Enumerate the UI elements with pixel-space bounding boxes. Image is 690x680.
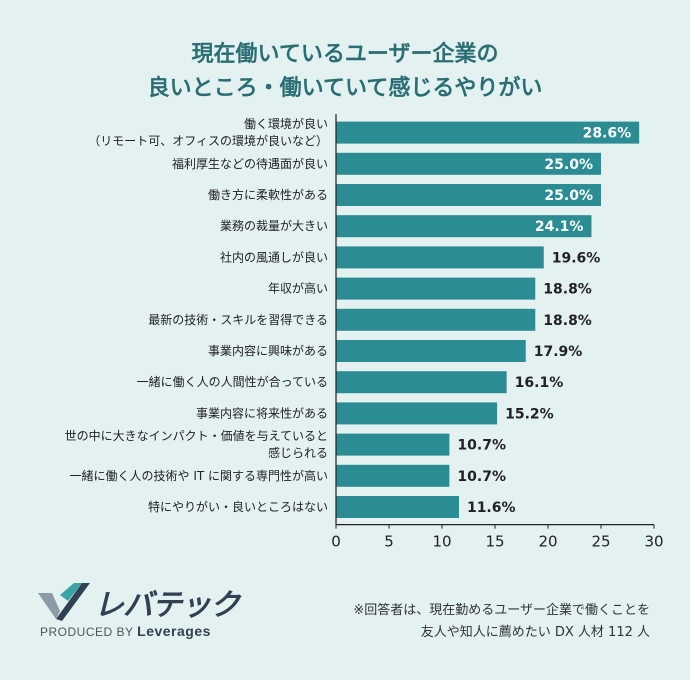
bar-10	[336, 402, 498, 425]
bar-5	[336, 246, 544, 269]
category-label-11-line-1: 世の中に大きなインパクト・価値を与えていると	[65, 428, 328, 443]
x-tick-label-5: 20	[538, 533, 557, 551]
category-label-1-line-2: （リモート可、オフィスの環境が良いなど）	[88, 133, 328, 148]
bar-9	[336, 371, 507, 394]
value-label-4: 24.1%	[535, 219, 584, 235]
value-label-1: 28.6%	[583, 126, 632, 142]
value-label-9: 16.1%	[515, 375, 564, 391]
bar-4	[336, 215, 592, 238]
x-tick-label-7: 30	[644, 533, 663, 551]
x-tick-label-3: 10	[432, 533, 451, 551]
produced-by-label: PRODUCED BY	[40, 625, 134, 639]
category-label-1-line-1: 働く環境が良い	[244, 116, 328, 131]
bar-13	[336, 496, 459, 518]
bar-7	[336, 308, 536, 331]
category-label-10: 事業内容に将来性がある	[196, 405, 328, 420]
x-tick-label-1: 0	[331, 533, 341, 551]
bar-12	[336, 464, 450, 487]
title-line-1: 現在働いているユーザー企業の	[191, 42, 499, 67]
x-tick-label-6: 25	[591, 533, 610, 551]
bar-1	[336, 121, 640, 144]
category-label-5: 社内の風通しが良い	[220, 249, 328, 264]
note-line-2: 友人や知人に薦めたい DX 人材 112 人	[420, 625, 650, 640]
category-label-11-line-2: 感じられる	[268, 445, 328, 460]
value-label-6: 18.8%	[543, 282, 592, 298]
x-tick-label-2: 5	[384, 533, 394, 551]
category-label-2: 福利厚生などの待遇面が良い	[172, 156, 328, 171]
x-tick-label-4: 15	[485, 533, 504, 551]
value-label-3: 25.0%	[544, 188, 593, 204]
value-label-2: 25.0%	[544, 157, 593, 173]
value-label-5: 19.6%	[552, 250, 601, 266]
bar-chart: 28.6% 働く環境が良い （リモート可、オフィスの環境が良いなど） 25.0% 福利厚…	[65, 114, 664, 551]
bar-8	[336, 340, 526, 362]
levtech-logo-icon	[38, 583, 90, 621]
bar-11	[336, 433, 450, 456]
value-label-12: 10.7%	[457, 469, 506, 485]
chart-title: 現在働いているユーザー企業の 良いところ・働いていて感じるやりがい	[0, 38, 690, 106]
category-label-4: 業務の裁量が大きい	[220, 218, 328, 233]
title-line-2: 良いところ・働いていて感じるやりがい	[147, 76, 543, 101]
note-line-1: ※回答者は、現在勤めるユーザー企業で働くことを	[353, 603, 650, 618]
category-label-13: 特にやりがい・良いところはない	[148, 499, 328, 514]
value-label-8: 17.9%	[534, 344, 583, 360]
bar-3	[336, 184, 601, 206]
category-label-12: 一緒に働く人の技術や IT に関する専門性が高い	[70, 468, 329, 483]
company-name: Leverages	[137, 623, 211, 639]
value-label-10: 15.2%	[505, 406, 554, 422]
category-label-9: 一緒に働く人の人間性が合っている	[137, 374, 328, 389]
category-label-3: 働き方に柔軟性がある	[208, 187, 328, 202]
value-label-13: 11.6%	[467, 500, 516, 516]
bar-6	[336, 277, 536, 300]
value-label-11: 10.7%	[457, 438, 506, 454]
produced-by: PRODUCED BY Leverages	[40, 623, 211, 639]
category-label-6: 年収が高い	[268, 281, 328, 296]
category-label-7: 最新の技術・スキルを習得できる	[148, 312, 328, 327]
respondent-note: ※回答者は、現在勤めるユーザー企業で働くことを 友人や知人に薦めたい DX 人材…	[353, 600, 650, 644]
category-label-8: 事業内容に興味がある	[208, 343, 328, 358]
value-label-7: 18.8%	[543, 313, 592, 329]
brand-logo-text: レバテック	[94, 588, 240, 623]
bar-2	[336, 152, 601, 175]
